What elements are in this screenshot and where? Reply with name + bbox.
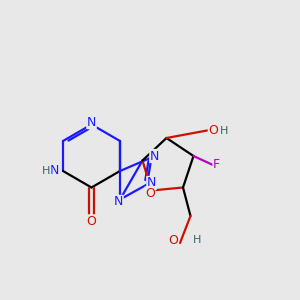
Text: N: N bbox=[114, 195, 123, 208]
Text: N: N bbox=[50, 164, 59, 178]
Text: O: O bbox=[169, 233, 178, 247]
Text: O: O bbox=[145, 187, 155, 200]
Text: H: H bbox=[220, 125, 228, 136]
Text: N: N bbox=[87, 116, 96, 129]
Text: N: N bbox=[147, 176, 156, 190]
Text: H: H bbox=[42, 166, 51, 176]
Text: N: N bbox=[150, 149, 159, 163]
Text: O: O bbox=[208, 124, 218, 137]
Text: F: F bbox=[213, 158, 220, 172]
Text: O: O bbox=[87, 215, 96, 228]
Text: H: H bbox=[193, 235, 201, 245]
